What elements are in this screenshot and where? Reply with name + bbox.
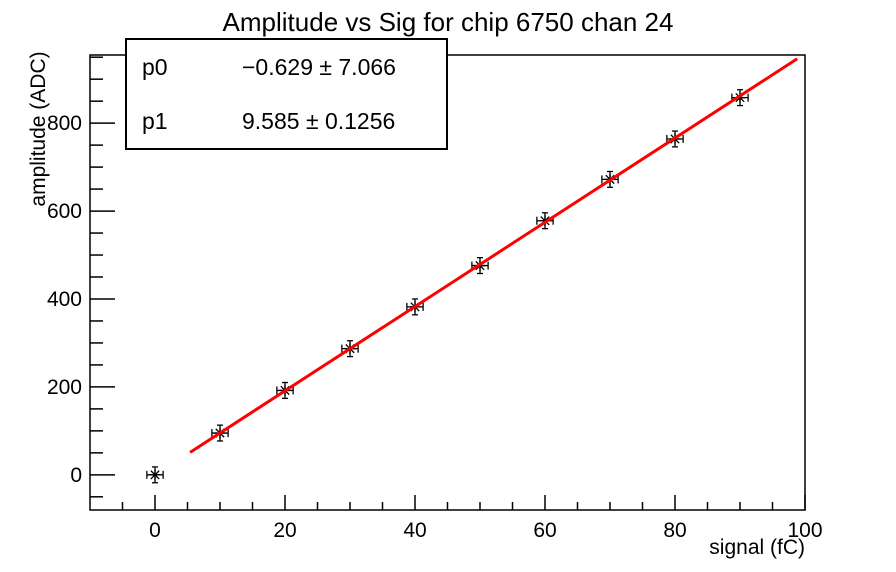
svg-text:0: 0 [149, 519, 161, 542]
stat-row-p1: p1 9.585 ± 0.1256 [127, 107, 446, 134]
param-name-p0: p0 [142, 53, 168, 80]
param-name-p1: p1 [142, 107, 168, 134]
param-value-p0: −0.629 ± 7.066 [242, 53, 396, 80]
svg-text:0: 0 [70, 464, 82, 487]
x-axis: 0 20 40 60 80 100 [121, 495, 823, 542]
stat-row-p0: p0 −0.629 ± 7.066 [127, 53, 446, 80]
fit-stats-box: p0 −0.629 ± 7.066 p1 9.585 ± 0.1256 [125, 38, 448, 150]
x-axis-title: signal (fC) [709, 536, 805, 559]
svg-text:400: 400 [47, 288, 82, 311]
svg-text:200: 200 [47, 376, 82, 399]
svg-text:60: 60 [533, 519, 556, 542]
svg-text:600: 600 [47, 200, 82, 223]
y-axis-title: amplitude (ADC) [27, 51, 50, 207]
data-point [146, 466, 164, 484]
chart-title: Amplitude vs Sig for chip 6750 chan 24 [222, 7, 674, 37]
svg-text:80: 80 [663, 519, 686, 542]
y-axis: 0 200 400 600 800 [47, 56, 115, 498]
svg-text:800: 800 [47, 112, 82, 135]
svg-text:100: 100 [787, 519, 822, 542]
param-value-p1: 9.585 ± 0.1256 [242, 107, 396, 134]
svg-text:20: 20 [273, 519, 296, 542]
svg-text:40: 40 [403, 519, 426, 542]
fit-line [189, 57, 799, 454]
